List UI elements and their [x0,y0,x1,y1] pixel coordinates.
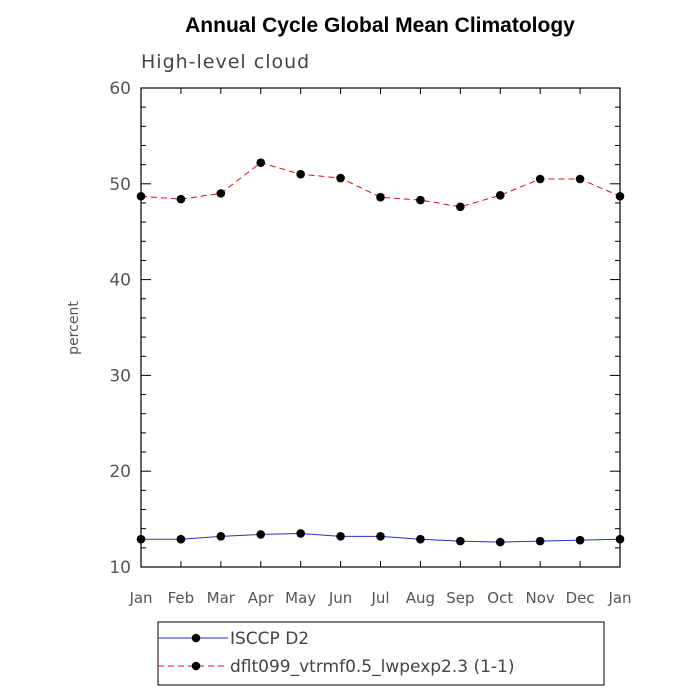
data-point [575,535,585,545]
chart-subtitle: High-level cloud [141,51,310,73]
data-point [376,192,385,202]
x-tick-labels: Jan Feb Mar Apr May Jun Jul Aug Sep Oct Nov Dec Jan [128,589,631,607]
y-tick-label: 50 [109,175,131,195]
data-point [535,174,545,184]
x-tick-label: Oct [487,589,513,607]
data-point [296,169,305,179]
legend-box [157,621,605,686]
data-point [456,536,465,546]
legend-marker-dflt [191,661,201,671]
y-tick-label: 10 [109,558,131,578]
data-point [216,532,226,541]
data-point [336,173,345,183]
x-tick-label: Jan [607,589,631,607]
data-point [575,174,585,184]
legend-label-isccp: ISCCP D2 [230,629,309,649]
y-axis-label: percent [66,301,82,355]
data-point [256,530,266,539]
y-tick-label: 30 [109,366,131,386]
data-point [495,537,505,547]
legend: ISCCP D2 dflt099_vtrmf0.5_lwpexp2.3 (1-1… [157,621,605,686]
data-point [336,532,345,541]
x-tick-label: Sep [446,589,474,607]
legend-label-dflt: dflt099_vtrmf0.5_lwpexp2.3 (1-1) [230,657,515,677]
data-point [615,534,625,544]
data-point [456,202,465,212]
y-tick-label: 60 [109,79,131,99]
data-point [296,529,305,538]
data-point [176,534,186,544]
x-tick-label: Dec [566,589,595,607]
data-point [136,191,146,201]
x-tick-label: May [285,589,316,607]
x-tick-label: Apr [248,589,275,607]
y-tick-labels: 10 20 30 40 50 60 [109,79,131,578]
series-2 [136,158,625,212]
x-tick-label: Nov [526,589,555,607]
x-tick-label: Aug [406,589,435,607]
data-point [136,534,146,544]
y-tick-label: 20 [109,462,131,482]
data-point [535,536,545,546]
y-tick-label: 40 [109,271,131,291]
x-tick-label: Mar [207,589,236,607]
plot-frame [140,87,621,568]
chart-title: Annual Cycle Global Mean Climatology [185,14,575,37]
series-1 [136,529,625,547]
legend-marker-isccp [191,633,201,643]
series-layer [136,158,625,547]
x-tick-label: Jan [128,589,152,607]
data-point [216,189,226,198]
axis-ticks [140,87,621,568]
data-point [495,190,505,200]
x-tick-label: Jun [328,589,352,607]
data-point [416,195,425,205]
data-point [256,158,266,168]
x-tick-label: Feb [168,589,195,607]
data-point [416,534,425,544]
data-point [376,532,385,541]
data-point [615,191,625,201]
data-point [176,194,186,204]
x-tick-label: Jul [370,589,389,607]
